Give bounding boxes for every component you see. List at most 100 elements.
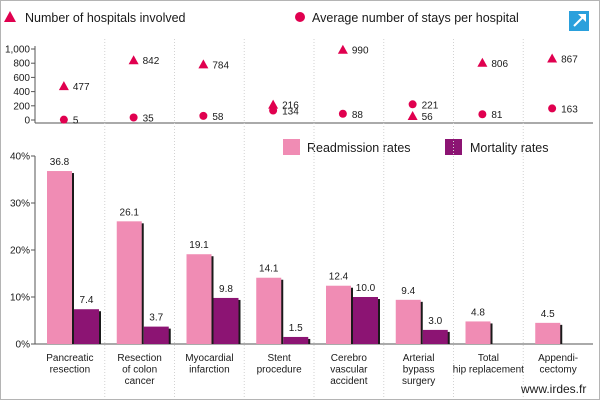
category-label-line: hip replacement [453, 365, 524, 376]
hospitals-triangle-marker [477, 57, 488, 67]
hospitals-value-label: 216 [282, 101, 299, 112]
mortality-value-label: 1.5 [289, 323, 303, 334]
mortality-value-label: 3.7 [149, 313, 163, 324]
readmission-value-label: 4.8 [471, 307, 485, 318]
category-label-line: procedure [257, 365, 302, 376]
category-label-line: cectomy [540, 365, 577, 376]
category-label-line: Arterial [403, 353, 435, 364]
stays-circle-marker [129, 113, 138, 122]
top-tick-labels: 1,000 800 600 400 200 0 [5, 45, 35, 127]
top-y-tick-label: 0 [24, 116, 30, 127]
readmission-value-label: 4.5 [541, 309, 555, 320]
hospitals-value-label: 806 [491, 59, 508, 70]
readmission-value-label: 9.4 [401, 286, 415, 297]
stays-value-label: 5 [73, 116, 79, 127]
bottom-y-tick-label: 30% [10, 199, 30, 210]
category-label-line: Cerebro [331, 353, 368, 364]
legend-triangle-marker [4, 11, 16, 22]
stays-circle-marker [199, 111, 208, 120]
legend-readmission-swatch [283, 139, 300, 155]
stays-circle-marker [59, 115, 68, 124]
mortality-value-label: 10.0 [356, 283, 376, 294]
hospitals-value-label: 990 [352, 46, 369, 57]
category-label-line: Myocardial [185, 353, 233, 364]
hospitals-triangle-marker [198, 59, 209, 69]
hospitals-value-label: 56 [422, 112, 434, 123]
hospitals-value-label: 784 [212, 60, 229, 71]
hospitals-value-label: 477 [73, 82, 90, 93]
category-label-line: cancer [125, 376, 156, 387]
readmission-bar [186, 254, 212, 344]
stays-value-label: 134 [282, 106, 299, 117]
expand-arrow-icon[interactable] [569, 11, 589, 31]
bottom-tick-labels: 40% 30% 20% 10% 0% [10, 152, 35, 351]
mortality-bar [74, 309, 99, 344]
readmission-bar [256, 277, 282, 344]
category-label-line: accident [330, 376, 367, 387]
top-axis: 1,000 800 600 400 200 0 [5, 45, 593, 127]
bottom-y-tick-label: 10% [10, 293, 30, 304]
readmission-bar [395, 299, 421, 344]
legend-circle-marker [295, 12, 305, 22]
hospitals-triangle-marker [337, 44, 348, 54]
hospitals-triangle-marker [407, 111, 418, 121]
category-label-line: surgery [402, 376, 435, 387]
expand-icon-head [578, 14, 586, 22]
stays-circle-marker [478, 110, 487, 119]
category-separators [104, 39, 524, 399]
category-label-line: resection [50, 365, 91, 376]
readmission-value-label: 19.1 [189, 240, 209, 251]
top-y-tick-label: 400 [13, 87, 30, 98]
mortality-bar [283, 336, 309, 344]
legend-mortality-label: Mortality rates [470, 141, 549, 155]
readmission-value-label: 14.1 [259, 264, 279, 275]
category-label-line: Appendi- [538, 353, 578, 364]
hospitals-triangle-marker [58, 81, 69, 91]
category-label-line: Total [478, 353, 499, 364]
readmission-value-label: 12.4 [329, 272, 349, 283]
readmission-bar [535, 322, 561, 344]
category-label-line: vascular [330, 365, 368, 376]
bar-marks: 36.8 7.4 26.1 3.7 19.1 9.8 14.1 1.5 12.4 10.0 9.4 3… [47, 157, 563, 344]
mortality-value-label: 7.4 [80, 295, 94, 306]
category-label-line: bypass [403, 365, 435, 376]
stays-circle-marker [338, 109, 347, 118]
legend-hospitals-label: Number of hospitals involved [25, 11, 186, 25]
category-label-line: Stent [267, 353, 291, 364]
stays-value-label: 81 [491, 110, 503, 121]
category-label-line: infarction [189, 365, 230, 376]
bar-legend: Readmission rates Mortality rates [283, 139, 549, 155]
site-url: www.irdes.fr [520, 382, 586, 396]
stays-value-label: 35 [143, 114, 155, 125]
mortality-value-label: 9.8 [219, 284, 233, 295]
mortality-bar [213, 297, 239, 344]
stays-circle-marker [548, 104, 557, 113]
legend-stays-label: Average number of stays per hospital [312, 11, 519, 25]
top-legend: Number of hospitals involved Average num… [4, 11, 519, 25]
top-y-tick-label: 600 [13, 73, 30, 84]
category-label-line: Pancreatic [46, 353, 93, 364]
legend-readmission-label: Readmission rates [307, 141, 411, 155]
top-y-tick-label: 800 [13, 59, 30, 70]
hospitals-value-label: 842 [143, 56, 160, 67]
bottom-y-tick-label: 0% [16, 340, 31, 351]
readmission-value-label: 36.8 [50, 157, 70, 168]
stays-circle-marker [269, 106, 278, 115]
mortality-value-label: 3.0 [428, 316, 442, 327]
hospitals-triangle-marker [128, 55, 139, 65]
mortality-bar [353, 297, 378, 344]
bottom-y-tick-label: 20% [10, 246, 30, 257]
readmission-value-label: 26.1 [120, 207, 140, 218]
top-y-tick-label: 200 [13, 101, 30, 112]
top-y-tick-label: 1,000 [5, 45, 30, 56]
readmission-bar [326, 285, 351, 344]
hospitals-triangle-marker [268, 99, 279, 109]
hospitals-triangle-marker [547, 53, 558, 63]
category-label-line: Resection [117, 353, 161, 364]
hospitals-value-label: 867 [561, 54, 578, 65]
mortality-bar [422, 329, 448, 344]
stays-value-label: 88 [352, 110, 364, 121]
